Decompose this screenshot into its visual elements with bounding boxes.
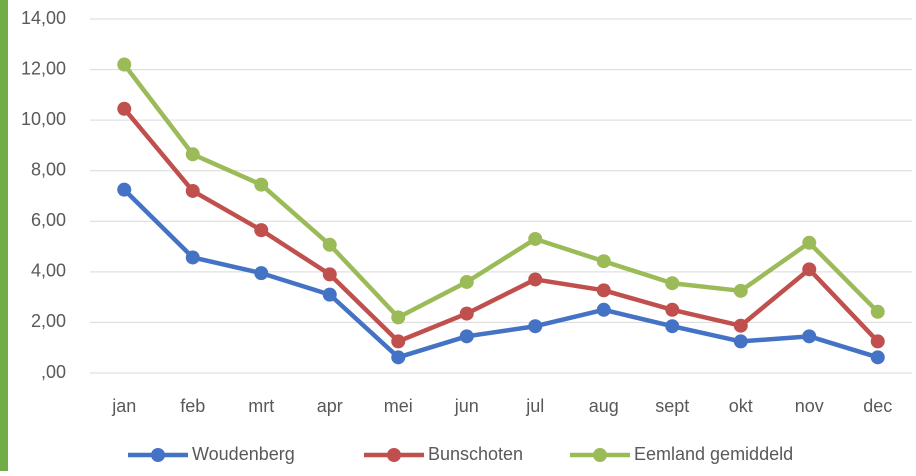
- point: [185, 250, 200, 265]
- point: [459, 306, 474, 321]
- point: [254, 223, 269, 238]
- point: [322, 237, 337, 252]
- point: [596, 302, 611, 317]
- point: [254, 177, 269, 192]
- series-line: [122, 63, 880, 320]
- x-tick-label: jan: [111, 396, 136, 416]
- point: [733, 283, 748, 298]
- side-bar: [0, 0, 8, 471]
- x-tick-label: aug: [589, 396, 619, 416]
- series-line: [122, 107, 880, 344]
- point: [391, 334, 406, 349]
- y-tick-label: 12,00: [21, 58, 66, 78]
- legend-marker: [593, 448, 607, 462]
- point: [459, 329, 474, 344]
- y-tick-label: ,00: [41, 362, 66, 382]
- y-tick-label: 4,00: [31, 261, 66, 281]
- point: [870, 350, 885, 365]
- x-tick-label: dec: [863, 396, 892, 416]
- point: [802, 329, 817, 344]
- point: [665, 302, 680, 317]
- point: [528, 231, 543, 246]
- point: [596, 283, 611, 298]
- point: [459, 274, 474, 289]
- x-tick-label: jun: [454, 396, 479, 416]
- x-tick-label: okt: [729, 396, 753, 416]
- point: [391, 310, 406, 325]
- point: [391, 350, 406, 365]
- x-tick-label: mei: [384, 396, 413, 416]
- legend-label: Woudenberg: [192, 444, 295, 464]
- point: [870, 334, 885, 349]
- y-tick-label: 14,00: [21, 8, 66, 28]
- legend-label: Bunschoten: [428, 444, 523, 464]
- series-line: [122, 188, 879, 360]
- point: [322, 287, 337, 302]
- legend-marker: [151, 448, 165, 462]
- legend-label: Eemland gemiddeld: [634, 444, 793, 464]
- y-tick-label: 2,00: [31, 311, 66, 331]
- x-tick-label: nov: [795, 396, 824, 416]
- point: [665, 319, 680, 334]
- x-tick-label: apr: [317, 396, 343, 416]
- legend-marker: [387, 448, 401, 462]
- point: [117, 101, 132, 116]
- y-tick-label: 10,00: [21, 109, 66, 129]
- point: [528, 272, 543, 287]
- x-tick-label: mrt: [248, 396, 274, 416]
- point: [733, 318, 748, 333]
- point: [322, 267, 337, 282]
- y-tick-label: 8,00: [31, 159, 66, 179]
- point: [733, 334, 748, 349]
- point: [528, 319, 543, 334]
- point: [185, 147, 200, 162]
- point: [117, 182, 132, 197]
- point: [117, 57, 132, 72]
- x-tick-label: jul: [525, 396, 544, 416]
- x-tick-label: sept: [655, 396, 689, 416]
- point: [185, 183, 200, 198]
- point: [254, 266, 269, 281]
- x-tick-label: feb: [180, 396, 205, 416]
- point: [665, 276, 680, 291]
- point: [802, 235, 817, 250]
- point: [596, 254, 611, 269]
- point: [870, 304, 885, 319]
- y-tick-label: 6,00: [31, 210, 66, 230]
- point: [802, 262, 817, 277]
